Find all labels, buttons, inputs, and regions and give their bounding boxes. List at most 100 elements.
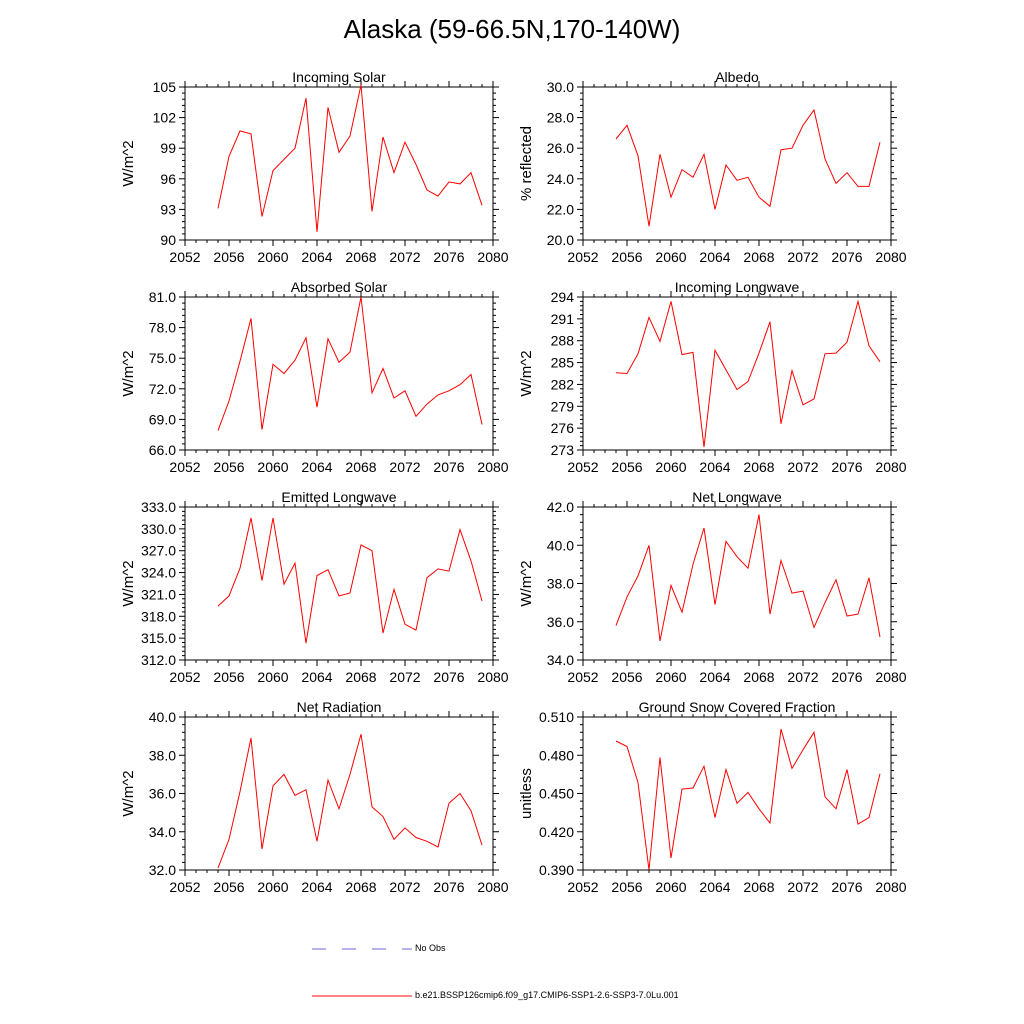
x-tick-label: 2068: [743, 669, 774, 685]
x-tick-label: 2068: [345, 879, 376, 895]
y-tick-label: 102: [153, 110, 177, 126]
y-tick-label: 30.0: [547, 79, 574, 95]
x-tick-label: 2068: [743, 459, 774, 475]
x-tick-label: 2072: [787, 669, 818, 685]
x-tick-label: 2056: [611, 459, 642, 475]
x-tick-label: 2064: [301, 879, 332, 895]
x-tick-label: 2068: [345, 459, 376, 475]
y-tick-label: 69.0: [149, 411, 176, 427]
y-tick-label: 333.0: [141, 499, 176, 515]
y-tick-label: 312.0: [141, 652, 176, 668]
x-tick-label: 2060: [655, 669, 686, 685]
x-tick-label: 2060: [655, 249, 686, 265]
x-tick-label: 2056: [213, 249, 244, 265]
y-tick-label: 90: [160, 232, 176, 248]
x-tick-label: 2056: [213, 459, 244, 475]
y-axis-label: W/m^2: [120, 770, 137, 816]
series-line: [217, 84, 483, 232]
y-tick-label: 330.0: [141, 521, 176, 537]
x-tick-label: 2068: [743, 879, 774, 895]
x-tick-label: 2072: [787, 459, 818, 475]
x-tick-label: 2060: [257, 879, 288, 895]
x-tick-label: 2052: [169, 249, 200, 265]
series-line: [217, 734, 483, 869]
y-tick-label: 291: [551, 311, 575, 327]
y-tick-label: 321.0: [141, 586, 176, 602]
chart-panel-7: Net Radiation W/m^2 32.0 34.0 36.0 38.0 40.0 20…: [120, 699, 509, 895]
x-tick-label: 2064: [301, 459, 332, 475]
y-tick-label: 22.0: [547, 201, 574, 217]
y-axis-label: W/m^2: [120, 140, 137, 186]
x-tick-label: 2080: [875, 669, 906, 685]
chart-title: Emitted Longwave: [281, 489, 396, 505]
y-tick-label: 279: [551, 398, 575, 414]
y-tick-label: 324.0: [141, 565, 176, 581]
x-tick-label: 2068: [743, 249, 774, 265]
y-tick-label: 20.0: [547, 232, 574, 248]
x-tick-label: 2056: [611, 669, 642, 685]
plot-frame: [184, 506, 494, 661]
chart-title: Ground Snow Covered Fraction: [639, 699, 836, 715]
x-tick-label: 2076: [831, 459, 862, 475]
chart-panel-6: Net Longwave W/m^2 34.0 36.0 38.0 40.0 42.0 205…: [518, 489, 907, 685]
x-tick-label: 2052: [567, 459, 598, 475]
plot-frame: [184, 296, 494, 451]
y-axis-label: W/m^2: [120, 350, 137, 396]
plot-frame: [184, 86, 494, 241]
series-line: [615, 514, 881, 641]
chart-panel-5: Emitted Longwave W/m^2 312.0 315.0 318.0 321.…: [120, 489, 509, 685]
y-tick-label: 81.0: [149, 289, 176, 305]
x-tick-label: 2064: [699, 249, 730, 265]
y-tick-label: 72.0: [149, 381, 176, 397]
x-tick-label: 2080: [875, 249, 906, 265]
y-tick-label: 276: [551, 420, 575, 436]
plot-frame: [582, 296, 892, 451]
x-tick-label: 2052: [567, 669, 598, 685]
plot-frame: [582, 86, 892, 241]
x-tick-label: 2072: [389, 459, 420, 475]
y-tick-label: 273: [551, 442, 575, 458]
chart-title: Absorbed Solar: [291, 279, 388, 295]
x-tick-label: 2064: [301, 669, 332, 685]
chart-panel-2: Albedo % reflected 20.0 22.0 24.0 26.0 28.0 30.…: [518, 69, 907, 265]
y-tick-label: 75.0: [149, 350, 176, 366]
y-tick-label: 34.0: [149, 824, 176, 840]
x-tick-label: 2076: [433, 669, 464, 685]
y-tick-label: 42.0: [547, 499, 574, 515]
x-tick-label: 2076: [433, 879, 464, 895]
y-axis-label: W/m^2: [518, 350, 535, 396]
y-tick-label: 318.0: [141, 608, 176, 624]
x-tick-label: 2080: [477, 879, 508, 895]
x-tick-label: 2064: [301, 249, 332, 265]
y-tick-label: 40.0: [547, 537, 574, 553]
x-tick-label: 2076: [433, 249, 464, 265]
x-tick-label: 2080: [477, 669, 508, 685]
x-tick-label: 2056: [611, 879, 642, 895]
chart-panel-3: Absorbed Solar W/m^2 66.0 69.0 72.0 75.0 78.0 8…: [120, 279, 509, 475]
x-tick-label: 2064: [699, 459, 730, 475]
y-tick-label: 38.0: [547, 576, 574, 592]
y-tick-label: 38.0: [149, 747, 176, 763]
x-tick-label: 2052: [169, 669, 200, 685]
series-line: [615, 728, 881, 871]
series-line: [217, 296, 483, 431]
chart-title: Albedo: [715, 69, 759, 85]
y-tick-label: 0.390: [539, 862, 574, 878]
y-tick-label: 78.0: [149, 320, 176, 336]
y-tick-label: 315.0: [141, 630, 176, 646]
y-tick-label: 24.0: [547, 171, 574, 187]
y-tick-label: 40.0: [149, 709, 176, 725]
x-tick-label: 2076: [831, 879, 862, 895]
plot-frame: [582, 506, 892, 661]
x-tick-label: 2080: [477, 459, 508, 475]
x-tick-label: 2072: [787, 249, 818, 265]
x-tick-label: 2060: [655, 459, 686, 475]
y-tick-label: 96: [160, 171, 176, 187]
page-title: Alaska (59-66.5N,170-140W): [343, 14, 681, 44]
y-axis-label: W/m^2: [518, 560, 535, 606]
x-tick-label: 2064: [699, 669, 730, 685]
x-tick-label: 2060: [257, 459, 288, 475]
x-tick-label: 2072: [389, 669, 420, 685]
plot-frame: [184, 716, 494, 871]
y-tick-label: 282: [551, 376, 575, 392]
